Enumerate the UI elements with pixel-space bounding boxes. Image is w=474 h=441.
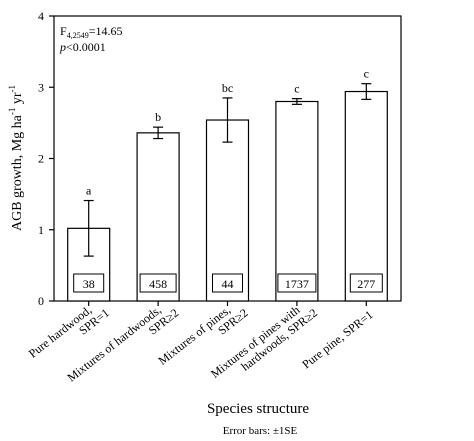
stats-p-value: <0.0001	[66, 40, 106, 54]
significance-letter: b	[155, 110, 161, 124]
sample-size-label: 38	[83, 277, 95, 291]
significance-letter: c	[294, 82, 299, 96]
sample-size-label: 277	[357, 277, 375, 291]
bar	[136, 132, 180, 302]
y-axis-title: AGB growth, Mg ha-1 yr-1	[7, 85, 25, 231]
x-axis-title: Species structure	[207, 401, 309, 417]
sample-size-label: 1737	[285, 277, 309, 291]
sample-size-label: 44	[222, 277, 234, 291]
error-bar-footnote: Error bars: ±1SE	[223, 425, 298, 437]
y-tick-label: 3	[38, 80, 44, 94]
y-tick-label: 1	[38, 223, 44, 237]
significance-letter: a	[86, 184, 92, 198]
stats-p-label: p	[59, 40, 66, 54]
sample-size-box	[349, 273, 383, 293]
significance-letter: c	[364, 67, 369, 81]
stats-f-subscript: 4,2549	[67, 31, 89, 40]
stats-f-value: =14.65	[89, 24, 123, 38]
bar	[275, 100, 319, 302]
stats-f-annotation: F4,2549=14.65	[60, 24, 122, 40]
significance-letter: bc	[222, 81, 233, 95]
sample-size-box	[139, 273, 177, 293]
bar	[344, 90, 388, 302]
y-tick-label: 2	[38, 152, 44, 166]
sample-size-label: 458	[149, 277, 167, 291]
sample-size-box	[212, 273, 243, 293]
sample-size-box	[73, 273, 105, 293]
y-tick-label: 0	[38, 294, 44, 308]
stats-f-label: F	[60, 24, 67, 38]
sample-size-box	[277, 273, 317, 293]
y-tick-label: 4	[38, 9, 44, 23]
stats-p-annotation: p<0.0001	[59, 40, 106, 54]
